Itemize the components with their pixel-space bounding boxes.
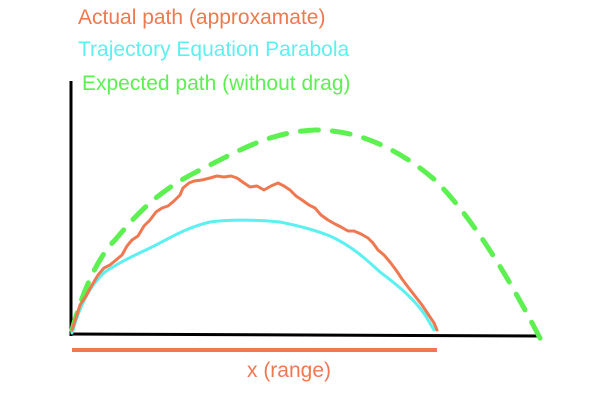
expected-path-curve [69,127,545,345]
legend-expected-path: Expected path (without drag) [82,72,351,95]
x-axis [69,332,542,338]
trajectory-parabola-curve [70,218,436,335]
legend-actual-path: Actual path (approxamate) [78,6,325,29]
actual-path-curve [70,174,439,332]
legend-trajectory-parabola: Trajectory Equation Parabola [78,38,350,61]
x-axis-label: x (range) [247,359,331,382]
